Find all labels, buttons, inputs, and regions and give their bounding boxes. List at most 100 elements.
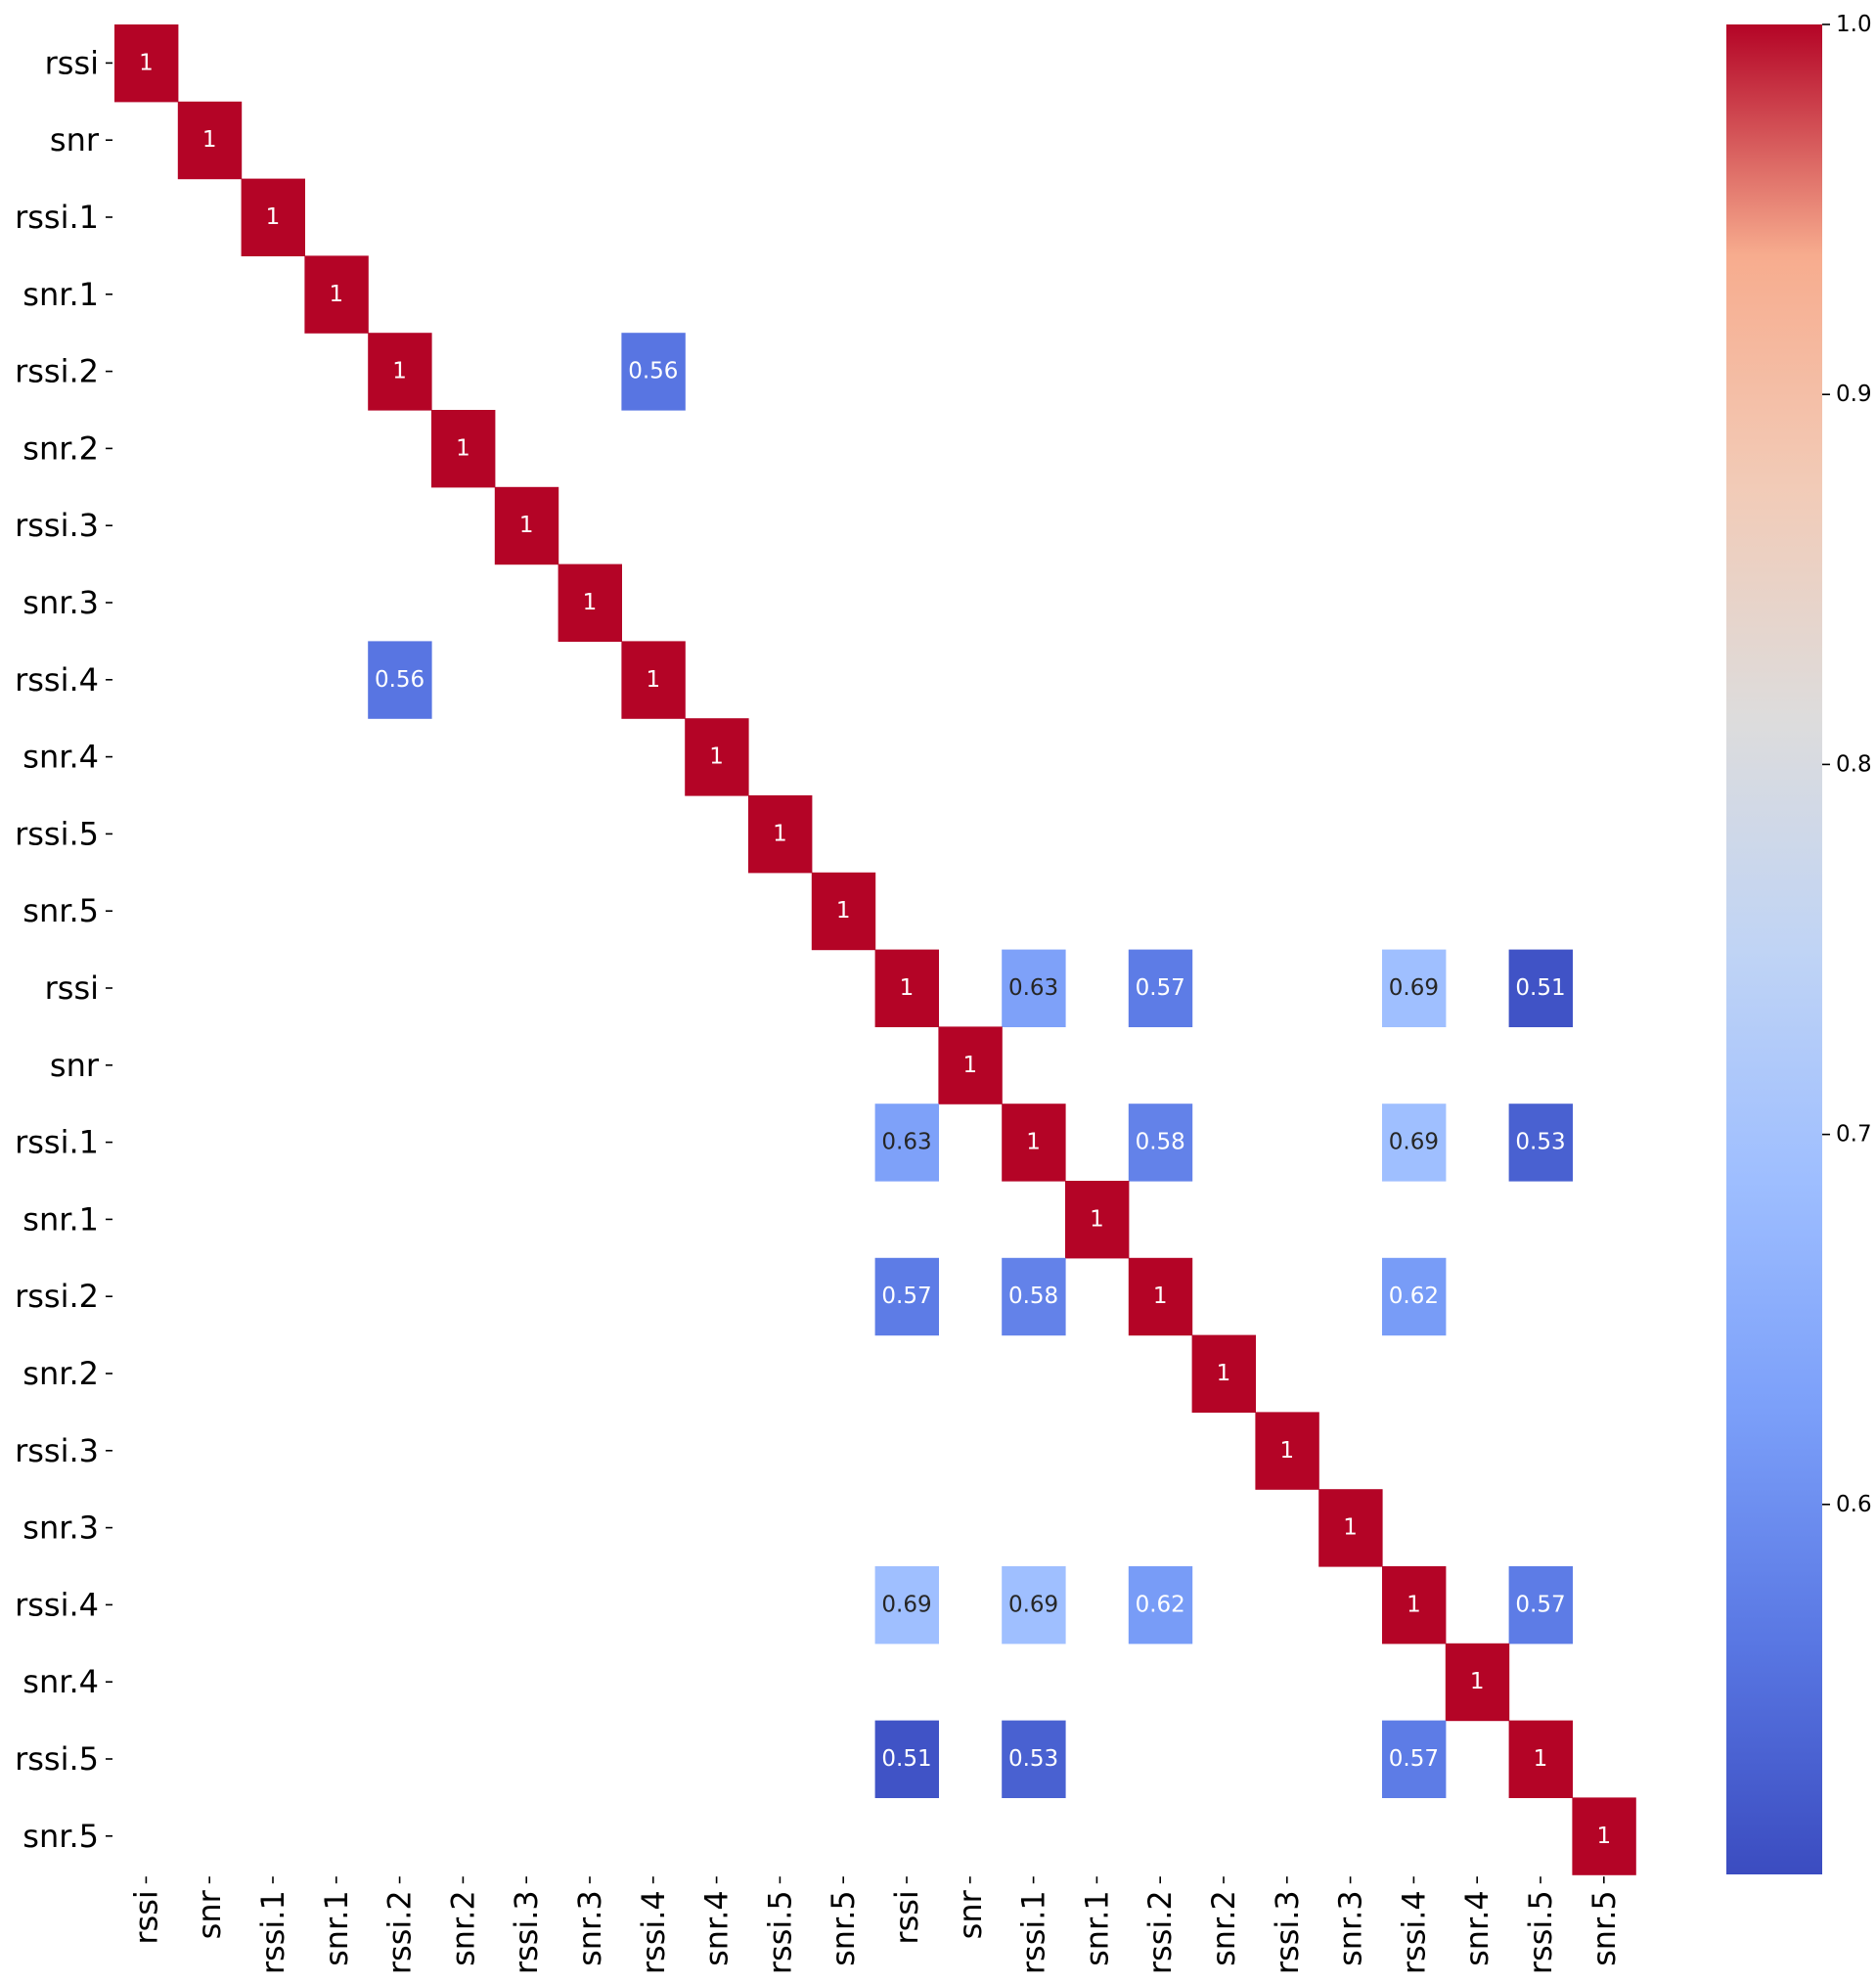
y-tick-label: snr xyxy=(50,121,100,158)
heatmap-cell xyxy=(1508,1720,1573,1798)
x-tick-label: snr xyxy=(952,1889,989,1939)
colorbar-tick-label: 0.8 xyxy=(1836,751,1872,777)
y-tick-label: rssi.4 xyxy=(15,661,99,699)
cell-value-label: 1 xyxy=(202,127,217,153)
cell-value-label: 0.56 xyxy=(375,667,424,693)
y-tick-label: rssi.1 xyxy=(15,199,99,236)
heatmap-cell xyxy=(558,563,622,642)
heatmap-cell xyxy=(114,24,179,103)
cell-value-label: 1 xyxy=(1470,1669,1485,1694)
heatmap-cell xyxy=(811,872,876,951)
cell-value-label: 1 xyxy=(646,667,660,693)
cell-value-label: 0.57 xyxy=(1515,1592,1565,1617)
heatmap-cell xyxy=(1382,1566,1447,1645)
colorbar: 0.6 0.7 0.8 0.9 1.0 xyxy=(1726,12,1872,1874)
y-tick-label: rssi.3 xyxy=(15,1432,99,1469)
cell-value-label: 1 xyxy=(962,1053,977,1078)
heatmap-cell xyxy=(431,410,496,488)
cell-value-label: 1 xyxy=(1217,1361,1231,1386)
heatmap-cell xyxy=(1382,1257,1447,1336)
heatmap-cell xyxy=(874,1720,939,1798)
cell-value-label: 1 xyxy=(1343,1515,1358,1541)
heatmap-cell xyxy=(1382,949,1447,1027)
colorbar-tick-label: 0.9 xyxy=(1836,382,1872,407)
cell-value-label: 0.69 xyxy=(1389,975,1439,1001)
cell-value-label: 1 xyxy=(329,282,343,307)
heatmap-cell xyxy=(874,1566,939,1645)
colorbar-ticks: 0.6 0.7 0.8 0.9 1.0 xyxy=(1822,12,1872,1517)
cell-value-label: 1 xyxy=(519,513,534,538)
x-tick-label: rssi xyxy=(888,1890,925,1944)
y-tick-label: snr.2 xyxy=(22,429,99,467)
cell-value-label: 0.51 xyxy=(881,1746,931,1772)
cell-value-label: 0.53 xyxy=(1515,1130,1565,1155)
heatmap-cells: 1 1 1 1 1 0.56 1 1 1 0.56 1 1 1 1 1 0.63 0.57 0.69 0.51 1 0.… xyxy=(114,24,1636,1875)
x-tick-label: snr.5 xyxy=(1586,1890,1623,1966)
x-tick-label: rssi.5 xyxy=(761,1890,798,1974)
cell-value-label: 1 xyxy=(1407,1592,1421,1617)
heatmap-cell xyxy=(1002,1720,1066,1798)
x-tick-label: rssi.4 xyxy=(635,1890,672,1974)
x-tick-label: rssi.3 xyxy=(508,1890,545,1974)
x-tick-label: snr.2 xyxy=(444,1890,481,1966)
heatmap-cell xyxy=(1128,1566,1193,1645)
x-tick-label: rssi.1 xyxy=(254,1890,291,1974)
heatmap-cell xyxy=(748,795,813,874)
cell-value-label: 1 xyxy=(456,435,470,461)
colorbar-tick-label: 0.6 xyxy=(1836,1492,1872,1517)
y-tick-label: snr xyxy=(50,1047,100,1084)
heatmap-cell xyxy=(1508,949,1573,1027)
x-tick-label: snr.3 xyxy=(571,1890,608,1966)
y-tick-label: rssi xyxy=(45,969,99,1007)
y-tick-label: snr.1 xyxy=(22,1200,99,1238)
cell-value-label: 1 xyxy=(900,975,915,1001)
x-tick-label: rssi.2 xyxy=(1141,1890,1179,1974)
heatmap-cell xyxy=(938,1026,1003,1104)
x-tick-label: snr.4 xyxy=(1458,1890,1496,1966)
cell-value-label: 1 xyxy=(1090,1206,1104,1232)
x-tick-label: rssi.2 xyxy=(381,1890,419,1974)
heatmap-cell xyxy=(177,101,243,180)
heatmap-cell xyxy=(621,641,686,719)
heatmap-cell xyxy=(874,949,939,1027)
heatmap-cell xyxy=(1128,949,1193,1027)
cell-value-label: 1 xyxy=(1279,1438,1294,1464)
heatmap-cell xyxy=(874,1104,939,1182)
cell-value-label: 0.63 xyxy=(881,1130,931,1155)
x-tick-label: snr.1 xyxy=(1078,1890,1115,1966)
cell-value-label: 0.57 xyxy=(881,1284,931,1309)
y-tick-label: rssi.5 xyxy=(15,815,99,852)
y-tick-label: snr.2 xyxy=(22,1355,99,1392)
heatmap-cell xyxy=(1191,1334,1256,1413)
cell-value-label: 1 xyxy=(773,821,787,846)
y-tick-label: rssi.5 xyxy=(15,1740,99,1778)
cell-value-label: 0.62 xyxy=(1136,1592,1185,1617)
cell-value-label: 1 xyxy=(1596,1824,1611,1849)
cell-value-label: 0.58 xyxy=(1136,1130,1185,1155)
heatmap-cell xyxy=(874,1257,939,1336)
colorbar-tick-label: 1.0 xyxy=(1836,12,1872,37)
heatmap-cell xyxy=(685,718,749,796)
cell-value-label: 0.53 xyxy=(1008,1746,1058,1772)
heatmap-cell xyxy=(621,333,686,411)
heatmap-cell xyxy=(1002,949,1066,1027)
x-tick-label: snr.1 xyxy=(318,1890,355,1966)
cell-value-label: 0.56 xyxy=(628,359,678,384)
x-tick-label: snr.5 xyxy=(825,1890,862,1966)
cell-value-label: 1 xyxy=(1534,1746,1548,1772)
y-tick-label: snr.1 xyxy=(22,276,99,313)
y-tick-label: snr.5 xyxy=(22,1818,99,1855)
y-tick-label: rssi.3 xyxy=(15,507,99,544)
heatmap-cell xyxy=(1572,1797,1636,1875)
heatmap-cell xyxy=(368,641,432,719)
cell-value-label: 0.51 xyxy=(1515,975,1565,1001)
heatmap-cell xyxy=(1065,1181,1130,1259)
y-tick-label: snr.3 xyxy=(22,584,99,621)
heatmap-cell xyxy=(1318,1489,1383,1567)
heatmap-cell xyxy=(494,486,559,565)
heatmap-cell xyxy=(241,178,305,256)
cell-value-label: 0.69 xyxy=(1389,1130,1439,1155)
heatmap-cell xyxy=(1002,1257,1066,1336)
heatmap-cell xyxy=(304,255,369,334)
